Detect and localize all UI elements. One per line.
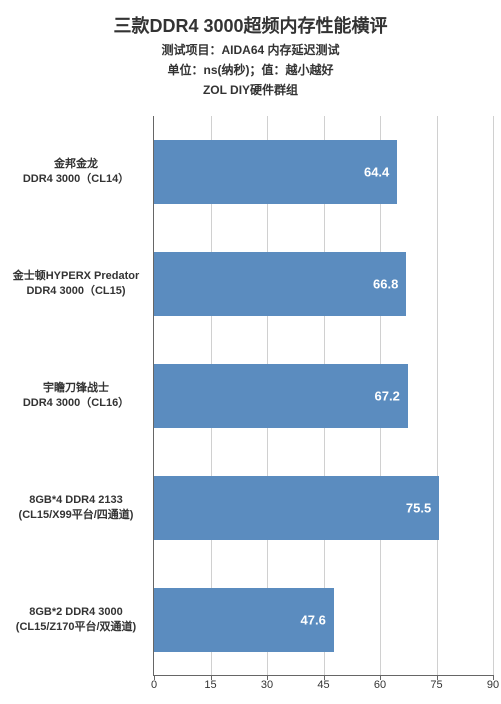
bar: 67.2 xyxy=(154,364,408,428)
bar: 75.5 xyxy=(154,476,439,540)
x-tick-label: 45 xyxy=(317,679,329,691)
x-tick-label: 75 xyxy=(430,679,442,691)
category-label-line: 8GB*4 DDR4 2133 xyxy=(6,493,146,508)
category-label-line: 金邦金龙 xyxy=(6,157,146,172)
bar-value: 67.2 xyxy=(375,389,400,404)
chart-subtitle-1: 测试项目：AIDA64 内存延迟测试 xyxy=(8,41,493,58)
chart-subtitle-2: 单位：ns(纳秒)；值：越小越好 xyxy=(8,61,493,78)
x-tick-label: 15 xyxy=(204,679,216,691)
chart-title: 三款DDR4 3000超频内存性能横评 xyxy=(8,12,493,38)
category-label-line: DDR4 3000（CL14） xyxy=(6,172,146,187)
category-label-line: (CL15/X99平台/四通道) xyxy=(6,508,146,523)
bar-value: 47.6 xyxy=(301,613,326,628)
category-label-line: DDR4 3000（CL16） xyxy=(6,396,146,411)
x-tick-label: 30 xyxy=(261,679,273,691)
category-label-line: 宇瞻刀锋战士 xyxy=(6,381,146,396)
bar: 64.4 xyxy=(154,140,397,204)
x-tick-label: 90 xyxy=(487,679,499,691)
bar-value: 75.5 xyxy=(406,501,431,516)
gridline xyxy=(437,116,438,675)
bar: 66.8 xyxy=(154,252,406,316)
category-label-line: 8GB*2 DDR4 3000 xyxy=(6,605,146,620)
bar-value: 64.4 xyxy=(364,165,389,180)
x-tick-label: 0 xyxy=(151,679,157,691)
chart-subtitle-3: ZOL DIY硬件群组 xyxy=(8,81,493,98)
category-label-line: 金士顿HYPERX Predator xyxy=(6,269,146,284)
plot-area: 015304560759064.4金邦金龙DDR4 3000（CL14）66.8… xyxy=(153,116,493,676)
category-label: 金士顿HYPERX PredatorDDR4 3000（CL15) xyxy=(6,269,146,299)
category-label: 8GB*2 DDR4 3000(CL15/Z170平台/双通道) xyxy=(6,605,146,635)
gridline xyxy=(493,116,494,675)
chart-container: 三款DDR4 3000超频内存性能横评 测试项目：AIDA64 内存延迟测试 单… xyxy=(0,0,501,704)
category-label: 宇瞻刀锋战士DDR4 3000（CL16） xyxy=(6,381,146,411)
category-label: 8GB*4 DDR4 2133(CL15/X99平台/四通道) xyxy=(6,493,146,523)
category-label: 金邦金龙DDR4 3000（CL14） xyxy=(6,157,146,187)
bar-value: 66.8 xyxy=(373,277,398,292)
bar: 47.6 xyxy=(154,588,334,652)
title-block: 三款DDR4 3000超频内存性能横评 测试项目：AIDA64 内存延迟测试 单… xyxy=(8,12,493,98)
category-label-line: DDR4 3000（CL15) xyxy=(6,284,146,299)
x-tick-label: 60 xyxy=(374,679,386,691)
category-label-line: (CL15/Z170平台/双通道) xyxy=(6,620,146,635)
